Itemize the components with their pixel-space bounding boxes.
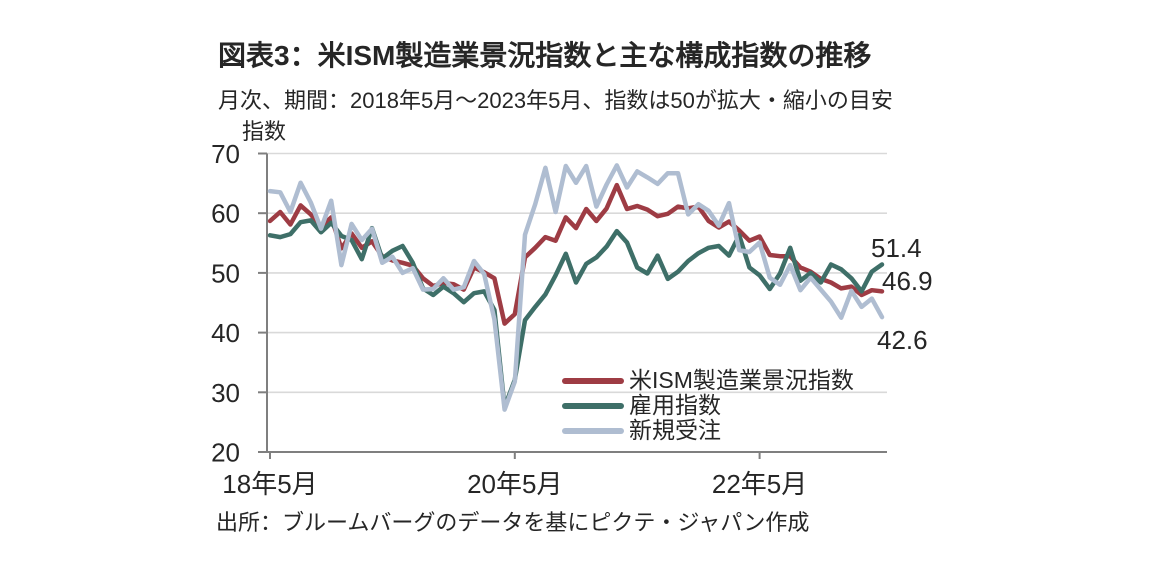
legend-label-new-orders-index: 新規受注 — [629, 417, 721, 443]
legend-item-new-orders-index: 新規受注 — [562, 418, 854, 443]
x-tick-label-24: 20年5月 — [467, 469, 562, 499]
end-value-label-3: 42.6 — [877, 325, 928, 355]
legend-swatch-new-orders-index — [562, 427, 624, 434]
y-axis-unit-label: 指数 — [242, 119, 287, 144]
figure-subtitle: 月次、期間：2018年5月～2023年5月、指数は50が拡大・縮小の目安 — [218, 88, 893, 113]
figure-title: 図表3：米ISM製造業景況指数と主な構成指数の推移 — [218, 40, 872, 71]
legend-item-employment-index: 雇用指数 — [562, 393, 854, 418]
series-line-ism-manufacturing-pmi — [267, 182, 885, 326]
series-line-new-orders-index — [267, 163, 885, 412]
chart-legend: 米ISM製造業景況指数 雇用指数 新規受注 — [562, 368, 854, 443]
legend-swatch-ism-manufacturing-pmi — [562, 377, 624, 384]
y-tick-label-70: 70 — [211, 139, 240, 169]
end-value-label-2: 46.9 — [882, 266, 933, 296]
end-value-label-1: 51.4 — [871, 233, 922, 263]
legend-item-ism-manufacturing-pmi: 米ISM製造業景況指数 — [562, 368, 854, 393]
legend-swatch-employment-index — [562, 402, 624, 409]
y-tick-label-20: 20 — [211, 438, 240, 468]
y-tick-label-60: 60 — [211, 199, 240, 229]
legend-label-employment-index: 雇用指数 — [629, 392, 721, 418]
source-note: 出所：ブルームバーグのデータを基にピクテ・ジャパン作成 — [216, 510, 810, 535]
y-tick-label-40: 40 — [211, 318, 240, 348]
x-tick-label-0: 18年5月 — [222, 469, 317, 499]
y-tick-label-30: 30 — [211, 378, 240, 408]
y-tick-label-50: 50 — [211, 258, 240, 288]
x-tick-label-48: 22年5月 — [712, 469, 807, 499]
legend-label-ism-manufacturing-pmi: 米ISM製造業景況指数 — [629, 367, 854, 393]
